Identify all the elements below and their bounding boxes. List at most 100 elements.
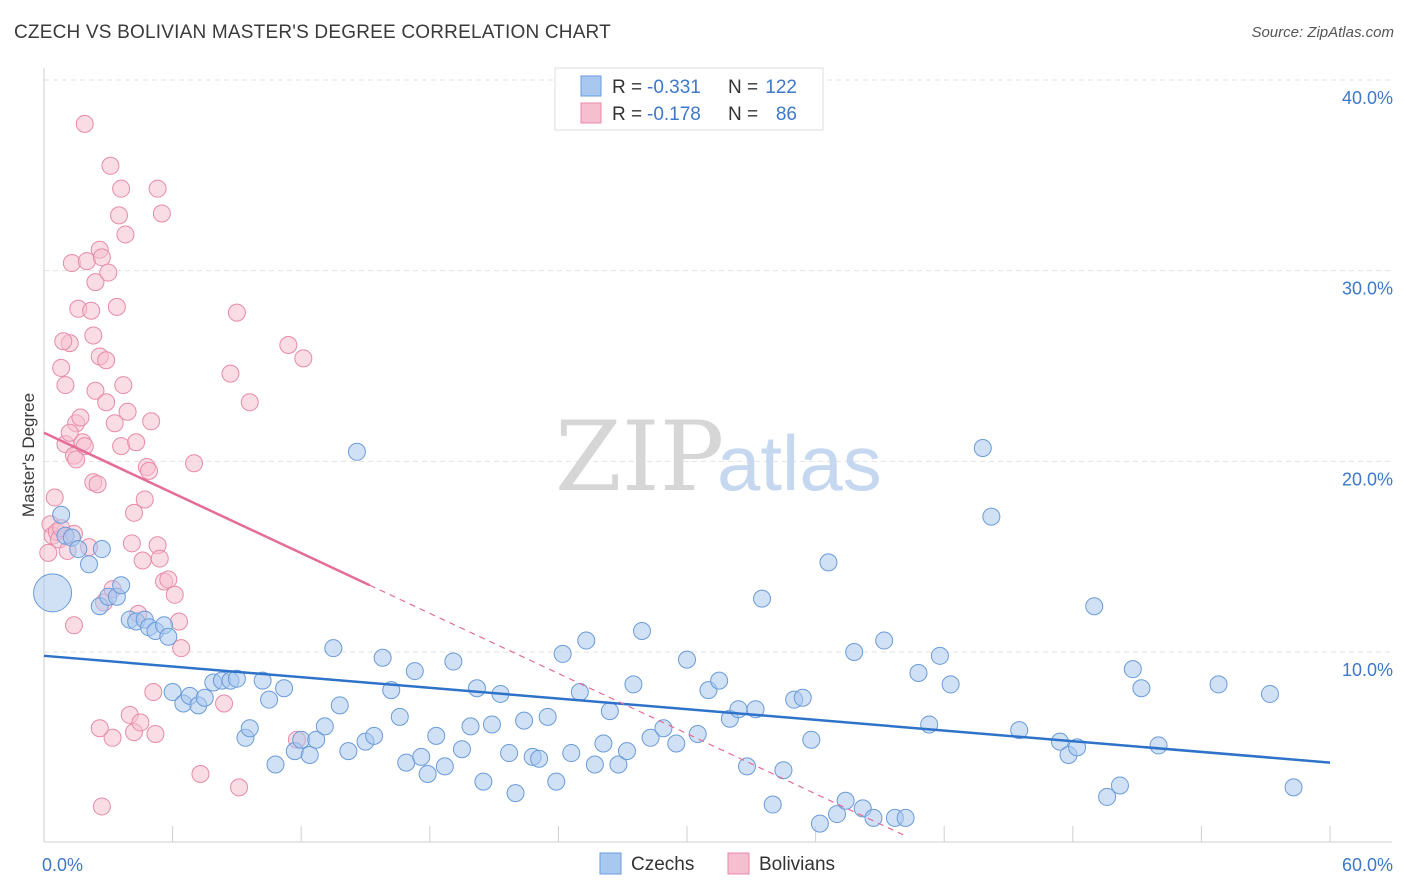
- czechs-point-99: [845, 643, 864, 661]
- czechs-point-75: [617, 742, 636, 761]
- legend-czechs-r-value: -0.331: [647, 77, 701, 98]
- czechs-point-77: [632, 622, 651, 641]
- czechs-point-64: [530, 749, 549, 768]
- czechs-point-105: [909, 663, 928, 682]
- czechs-point-71: [585, 755, 604, 774]
- czechs-point-78: [641, 728, 660, 747]
- bolivians-point-66: [152, 204, 171, 223]
- watermark-zip: ZIP: [555, 401, 724, 513]
- legend-bolivians-r-value: -0.178: [647, 104, 701, 125]
- bolivians-point-44: [110, 206, 129, 225]
- czechs-point-5: [80, 555, 99, 574]
- chart-source: Source: ZipAtlas.com: [1251, 24, 1394, 41]
- bolivians-point-68: [159, 570, 178, 589]
- czechs-point-116: [1098, 787, 1117, 806]
- bolivians-point-79: [279, 336, 298, 355]
- bolivians-point-72: [185, 454, 204, 473]
- watermark-atlas: atlas: [717, 419, 882, 507]
- czechs-point-1: [52, 505, 71, 524]
- czechs-point-40: [339, 742, 358, 761]
- bolivians-point-23: [75, 114, 94, 133]
- bolivians-point-21: [60, 423, 79, 442]
- bolivians-point-75: [221, 364, 240, 383]
- czechs-point-119: [1132, 679, 1151, 698]
- bolivians-point-27: [84, 326, 103, 345]
- bolivians-point-38: [99, 263, 118, 282]
- chart-title: CZECH VS BOLIVIAN MASTER'S DEGREE CORREL…: [14, 22, 611, 43]
- czechs-point-70: [577, 631, 596, 650]
- y-tick-label-0: 10.0%: [1342, 660, 1393, 680]
- bottom-legend-bolivians-swatch: [727, 852, 750, 875]
- bolivians-point-46: [112, 437, 131, 456]
- bolivians-point-3: [45, 488, 64, 507]
- bolivians-point-51: [122, 534, 141, 553]
- czechs-point-36: [307, 730, 326, 749]
- legend-czechs-r-label: R =: [612, 77, 642, 98]
- bolivians-point-41: [103, 728, 122, 747]
- czechs-point-81: [678, 650, 696, 669]
- bolivians-point-58: [135, 490, 154, 509]
- bolivians-point-61: [142, 412, 161, 431]
- bolivians-point-85: [54, 332, 73, 351]
- czechs-point-69: [570, 683, 589, 702]
- bolivians-point-69: [165, 585, 184, 604]
- czechs-point-109: [973, 438, 992, 457]
- bolivians-point-77: [230, 778, 249, 797]
- czechs-point-32: [275, 679, 294, 698]
- czechs-point-10: [112, 576, 131, 595]
- bolivians-point-7: [52, 358, 71, 377]
- bolivians-point-62: [144, 683, 163, 702]
- czechs-point-123: [1284, 778, 1303, 797]
- bolivians-points: [39, 114, 313, 816]
- x-tick-label-max: 60.0%: [1342, 855, 1393, 875]
- bolivians-point-20: [67, 450, 86, 469]
- czechs-point-17: [159, 627, 178, 646]
- bolivians-point-65: [150, 549, 169, 568]
- legend-czechs-swatch: [580, 75, 602, 97]
- bolivians-point-48: [116, 225, 135, 244]
- gridlines: [44, 79, 1392, 653]
- czechs-point-37: [315, 717, 334, 736]
- czechs-point-35: [300, 745, 319, 764]
- czechs-point-43: [365, 726, 384, 745]
- bolivians-point-17: [71, 408, 90, 427]
- bolivians-point-36: [97, 393, 116, 412]
- czechs-point-91: [774, 761, 793, 780]
- bolivians-point-56: [131, 713, 150, 732]
- bolivians-point-47: [114, 376, 133, 395]
- bolivians-point-29: [86, 273, 105, 292]
- legend-bolivians-n-value: 86: [776, 104, 797, 125]
- czechs-point-118: [1123, 660, 1142, 679]
- czechs-point-90: [763, 795, 782, 814]
- czechs-point-79: [654, 719, 673, 738]
- czechs-point-107: [930, 646, 949, 665]
- czechs-point-58: [482, 715, 501, 734]
- czechs-point-84: [710, 671, 729, 690]
- bolivians-point-12: [62, 254, 81, 273]
- czechs-point-66: [547, 772, 566, 791]
- czechs-point-55: [461, 717, 480, 736]
- y-tick-label-2: 30.0%: [1342, 279, 1393, 299]
- legend-czechs-n-value: 122: [765, 77, 797, 98]
- bolivians-point-49: [118, 402, 137, 421]
- czechs-point-65: [538, 707, 557, 726]
- czechs-point-122: [1260, 684, 1279, 703]
- bolivians-point-70: [170, 612, 189, 631]
- czechs-point-30: [260, 690, 279, 709]
- czechs-point-82: [688, 724, 707, 743]
- czechs-point-50: [418, 765, 437, 784]
- czechs-point-53: [444, 652, 463, 671]
- bottom-legend-czechs-swatch: [599, 852, 622, 875]
- czechs-point-102: [875, 631, 894, 650]
- czechs-point-110: [982, 507, 1001, 526]
- bolivians-point-83: [148, 179, 167, 198]
- legend-czechs-n-label: N =: [728, 77, 758, 98]
- czechs-point-96: [819, 553, 838, 572]
- czechs-point-93: [793, 688, 812, 707]
- bolivians-point-57: [133, 551, 152, 570]
- czechs-trendline: [43, 654, 1331, 764]
- czechs-point-31: [266, 755, 285, 774]
- czechs-point-62: [515, 711, 534, 730]
- czechs-point-117: [1110, 776, 1129, 795]
- bolivians-point-63: [146, 724, 165, 743]
